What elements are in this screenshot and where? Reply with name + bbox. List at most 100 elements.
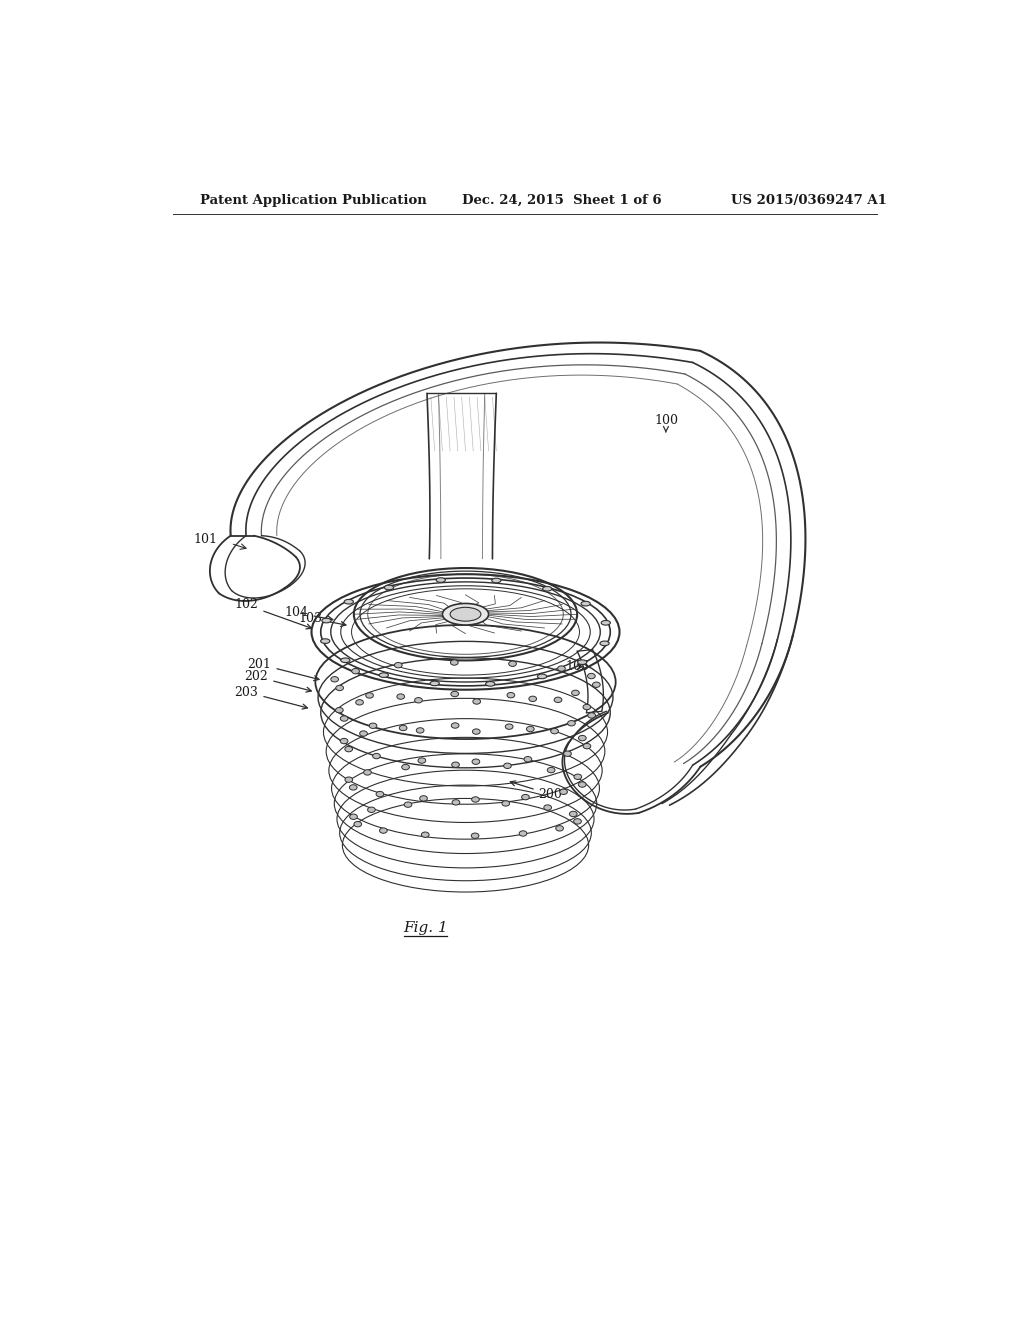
- Ellipse shape: [417, 727, 424, 733]
- Ellipse shape: [452, 800, 460, 805]
- Ellipse shape: [352, 668, 359, 673]
- Ellipse shape: [556, 825, 563, 832]
- Ellipse shape: [442, 603, 488, 626]
- Ellipse shape: [583, 705, 591, 710]
- Ellipse shape: [560, 789, 567, 795]
- Ellipse shape: [345, 746, 352, 752]
- Text: Patent Application Publication: Patent Application Publication: [200, 194, 427, 207]
- Ellipse shape: [581, 602, 590, 606]
- Ellipse shape: [349, 814, 357, 820]
- Ellipse shape: [344, 599, 353, 605]
- Ellipse shape: [543, 586, 552, 591]
- Text: 102: 102: [234, 598, 311, 628]
- Ellipse shape: [563, 751, 571, 756]
- Ellipse shape: [554, 697, 562, 702]
- Text: 201: 201: [248, 657, 319, 681]
- Ellipse shape: [504, 763, 511, 768]
- Ellipse shape: [364, 770, 372, 775]
- Ellipse shape: [420, 796, 427, 801]
- Ellipse shape: [538, 675, 547, 678]
- Ellipse shape: [601, 620, 610, 626]
- Ellipse shape: [472, 759, 479, 764]
- Ellipse shape: [588, 713, 596, 718]
- Ellipse shape: [583, 743, 591, 748]
- Ellipse shape: [507, 693, 515, 698]
- Ellipse shape: [485, 681, 495, 686]
- Ellipse shape: [524, 756, 531, 762]
- Ellipse shape: [579, 781, 586, 787]
- Ellipse shape: [322, 618, 331, 623]
- Text: Fig. 1: Fig. 1: [403, 921, 447, 936]
- Text: 202: 202: [245, 671, 311, 692]
- Ellipse shape: [359, 731, 368, 737]
- Ellipse shape: [397, 694, 404, 700]
- Ellipse shape: [452, 762, 460, 767]
- Ellipse shape: [451, 692, 459, 697]
- Ellipse shape: [366, 693, 374, 698]
- Ellipse shape: [436, 578, 445, 582]
- Ellipse shape: [401, 764, 410, 770]
- Ellipse shape: [578, 660, 587, 664]
- Ellipse shape: [600, 642, 609, 645]
- Ellipse shape: [418, 758, 426, 763]
- Ellipse shape: [380, 828, 387, 833]
- Ellipse shape: [571, 690, 580, 696]
- Ellipse shape: [505, 723, 513, 730]
- Ellipse shape: [573, 818, 582, 824]
- Ellipse shape: [422, 832, 429, 837]
- Ellipse shape: [569, 812, 578, 817]
- Ellipse shape: [336, 685, 343, 690]
- Ellipse shape: [368, 807, 375, 813]
- Ellipse shape: [355, 700, 364, 705]
- Ellipse shape: [526, 726, 535, 731]
- Ellipse shape: [373, 754, 380, 759]
- Ellipse shape: [528, 696, 537, 701]
- Ellipse shape: [399, 725, 407, 731]
- Ellipse shape: [451, 660, 458, 665]
- Ellipse shape: [579, 735, 586, 741]
- Ellipse shape: [509, 661, 516, 667]
- Ellipse shape: [321, 639, 330, 643]
- Ellipse shape: [349, 784, 357, 791]
- Ellipse shape: [452, 723, 459, 729]
- Ellipse shape: [354, 821, 361, 826]
- Ellipse shape: [547, 767, 555, 772]
- Ellipse shape: [341, 657, 350, 663]
- Ellipse shape: [430, 681, 439, 685]
- Ellipse shape: [379, 673, 388, 677]
- Text: 101: 101: [194, 533, 218, 546]
- Ellipse shape: [415, 697, 422, 704]
- Ellipse shape: [588, 673, 595, 678]
- Ellipse shape: [394, 663, 402, 668]
- Text: US 2015/0369247 A1: US 2015/0369247 A1: [731, 194, 887, 207]
- Ellipse shape: [551, 729, 558, 734]
- Ellipse shape: [544, 805, 552, 810]
- Text: 105: 105: [565, 660, 590, 673]
- Ellipse shape: [558, 665, 565, 672]
- Ellipse shape: [345, 777, 352, 783]
- Ellipse shape: [336, 708, 343, 713]
- Ellipse shape: [521, 795, 529, 800]
- Ellipse shape: [340, 738, 348, 743]
- Ellipse shape: [471, 833, 479, 838]
- Text: 104: 104: [285, 606, 333, 622]
- Ellipse shape: [473, 698, 480, 704]
- Ellipse shape: [340, 715, 348, 721]
- Ellipse shape: [384, 585, 393, 590]
- Text: 100: 100: [654, 413, 678, 433]
- Ellipse shape: [404, 803, 412, 808]
- Ellipse shape: [593, 682, 600, 688]
- Ellipse shape: [567, 721, 575, 726]
- Ellipse shape: [492, 578, 501, 583]
- Ellipse shape: [451, 607, 481, 622]
- Ellipse shape: [502, 801, 510, 807]
- Text: 103: 103: [298, 611, 346, 627]
- Text: 203: 203: [234, 685, 307, 709]
- Ellipse shape: [573, 774, 582, 780]
- Ellipse shape: [472, 797, 479, 803]
- Text: 200: 200: [510, 781, 562, 801]
- Text: Dec. 24, 2015  Sheet 1 of 6: Dec. 24, 2015 Sheet 1 of 6: [462, 194, 662, 207]
- Ellipse shape: [376, 792, 384, 797]
- Ellipse shape: [472, 729, 480, 734]
- Ellipse shape: [331, 677, 339, 682]
